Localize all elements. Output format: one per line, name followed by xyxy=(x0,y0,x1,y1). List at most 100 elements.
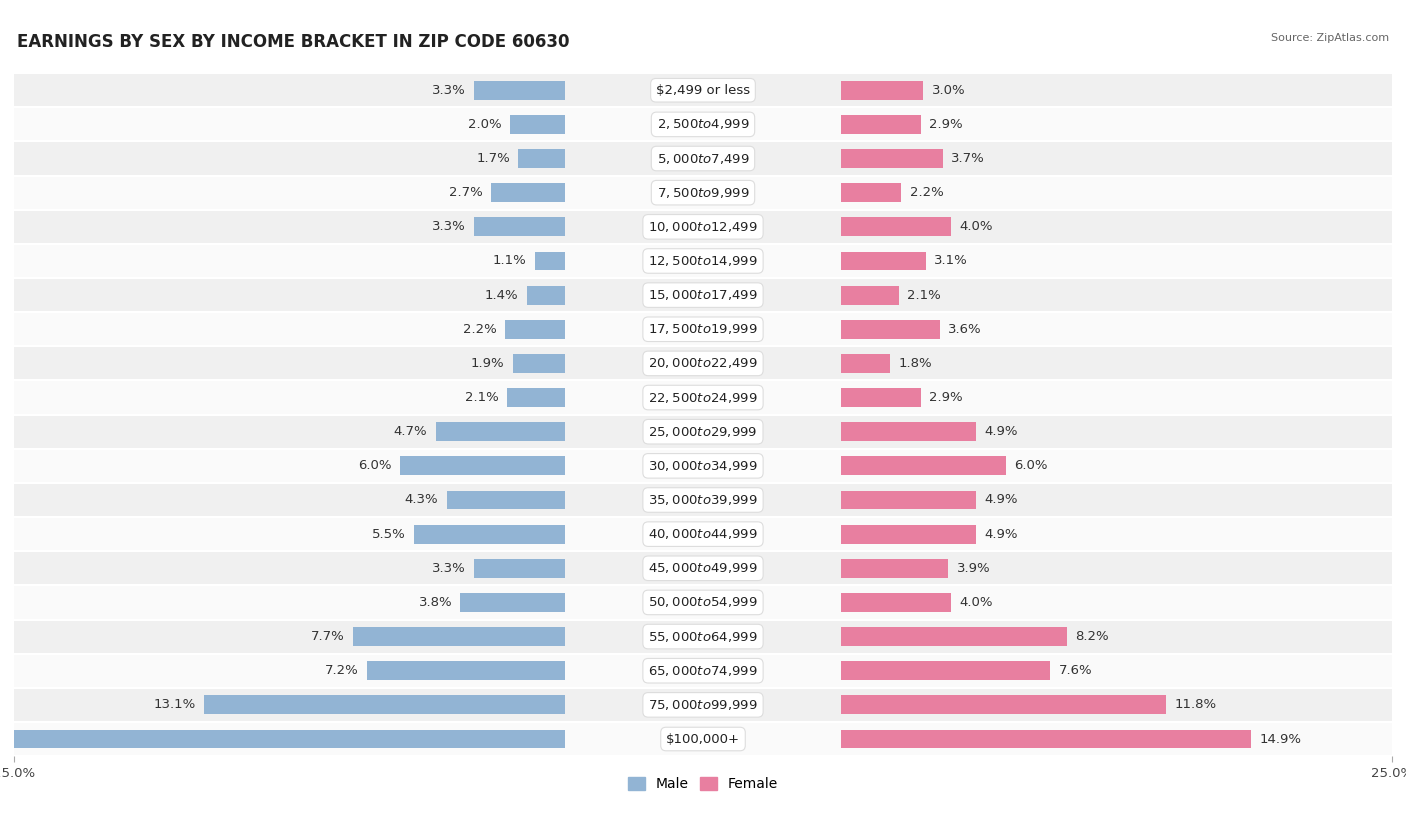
Bar xyxy=(519,149,565,168)
Bar xyxy=(14,654,1392,688)
Text: $7,500 to $9,999: $7,500 to $9,999 xyxy=(657,185,749,200)
Text: 4.9%: 4.9% xyxy=(984,528,1018,541)
Text: $20,000 to $22,499: $20,000 to $22,499 xyxy=(648,356,758,371)
Text: $2,500 to $4,999: $2,500 to $4,999 xyxy=(657,117,749,132)
Bar xyxy=(841,661,1050,680)
Bar xyxy=(534,251,565,271)
Text: $65,000 to $74,999: $65,000 to $74,999 xyxy=(648,663,758,678)
Bar xyxy=(505,320,565,339)
Bar xyxy=(413,524,565,544)
Text: 2.1%: 2.1% xyxy=(465,391,499,404)
Bar xyxy=(841,490,976,510)
Text: 2.7%: 2.7% xyxy=(449,186,482,199)
Bar xyxy=(14,620,1392,654)
Text: 3.8%: 3.8% xyxy=(419,596,453,609)
Text: $35,000 to $39,999: $35,000 to $39,999 xyxy=(648,493,758,507)
Text: 4.0%: 4.0% xyxy=(959,220,993,233)
Text: 2.2%: 2.2% xyxy=(463,323,496,336)
Text: 2.9%: 2.9% xyxy=(929,118,963,131)
Bar xyxy=(841,80,924,100)
Bar xyxy=(841,559,948,578)
Text: 4.7%: 4.7% xyxy=(394,425,427,438)
Text: 2.2%: 2.2% xyxy=(910,186,943,199)
Text: $17,500 to $19,999: $17,500 to $19,999 xyxy=(648,322,758,337)
Bar xyxy=(204,695,565,715)
Bar xyxy=(491,183,565,202)
Bar xyxy=(841,217,950,237)
Bar xyxy=(14,380,1392,415)
Bar xyxy=(841,729,1251,749)
Text: 13.1%: 13.1% xyxy=(153,698,195,711)
Text: 11.8%: 11.8% xyxy=(1174,698,1216,711)
Text: $55,000 to $64,999: $55,000 to $64,999 xyxy=(648,629,758,644)
Text: $22,500 to $24,999: $22,500 to $24,999 xyxy=(648,390,758,405)
Bar xyxy=(14,346,1392,380)
Text: 6.0%: 6.0% xyxy=(359,459,392,472)
Text: $15,000 to $17,499: $15,000 to $17,499 xyxy=(648,288,758,302)
Bar xyxy=(14,551,1392,585)
Bar xyxy=(399,456,565,476)
Bar xyxy=(841,422,976,441)
Bar xyxy=(14,278,1392,312)
Bar xyxy=(841,388,921,407)
Text: 3.3%: 3.3% xyxy=(432,84,465,97)
Text: $2,499 or less: $2,499 or less xyxy=(657,84,749,97)
Text: 7.7%: 7.7% xyxy=(311,630,344,643)
Text: 4.3%: 4.3% xyxy=(405,493,439,506)
Bar xyxy=(461,593,565,612)
Bar xyxy=(14,107,1392,141)
Bar xyxy=(353,627,565,646)
Text: 6.0%: 6.0% xyxy=(1014,459,1047,472)
Legend: Male, Female: Male, Female xyxy=(623,772,783,797)
Text: 3.0%: 3.0% xyxy=(932,84,966,97)
Bar xyxy=(841,149,943,168)
Text: $5,000 to $7,499: $5,000 to $7,499 xyxy=(657,151,749,166)
Text: 4.9%: 4.9% xyxy=(984,425,1018,438)
Bar xyxy=(513,354,565,373)
Text: 2.1%: 2.1% xyxy=(907,289,941,302)
Bar xyxy=(14,517,1392,551)
Bar xyxy=(14,483,1392,517)
Bar xyxy=(841,627,1067,646)
Text: 4.9%: 4.9% xyxy=(984,493,1018,506)
Text: 1.8%: 1.8% xyxy=(898,357,932,370)
Bar xyxy=(841,183,901,202)
Text: 1.7%: 1.7% xyxy=(477,152,510,165)
Text: 3.6%: 3.6% xyxy=(948,323,981,336)
Text: 8.2%: 8.2% xyxy=(1076,630,1109,643)
Text: 3.3%: 3.3% xyxy=(432,220,465,233)
Bar xyxy=(14,722,1392,756)
Text: $40,000 to $44,999: $40,000 to $44,999 xyxy=(648,527,758,541)
Bar xyxy=(841,251,927,271)
Text: 1.1%: 1.1% xyxy=(494,254,527,267)
Text: $25,000 to $29,999: $25,000 to $29,999 xyxy=(648,424,758,439)
Text: $45,000 to $49,999: $45,000 to $49,999 xyxy=(648,561,758,576)
Text: 1.9%: 1.9% xyxy=(471,357,505,370)
Bar xyxy=(508,388,565,407)
Bar xyxy=(841,593,950,612)
Text: 2.9%: 2.9% xyxy=(929,391,963,404)
Text: 1.4%: 1.4% xyxy=(485,289,519,302)
Bar xyxy=(510,115,565,134)
Bar xyxy=(447,490,565,510)
Bar xyxy=(14,210,1392,244)
Bar xyxy=(527,285,565,305)
Text: 3.1%: 3.1% xyxy=(935,254,969,267)
Bar xyxy=(0,729,565,749)
Text: $12,500 to $14,999: $12,500 to $14,999 xyxy=(648,254,758,268)
Text: $30,000 to $34,999: $30,000 to $34,999 xyxy=(648,459,758,473)
Bar xyxy=(14,244,1392,278)
Bar xyxy=(474,217,565,237)
Bar xyxy=(14,415,1392,449)
Text: 7.2%: 7.2% xyxy=(325,664,359,677)
Bar xyxy=(841,115,921,134)
Bar xyxy=(841,354,890,373)
Text: $10,000 to $12,499: $10,000 to $12,499 xyxy=(648,220,758,234)
Bar xyxy=(14,585,1392,620)
Bar xyxy=(14,141,1392,176)
Text: 14.9%: 14.9% xyxy=(1260,733,1302,746)
Text: $75,000 to $99,999: $75,000 to $99,999 xyxy=(648,698,758,712)
Bar xyxy=(14,312,1392,346)
Bar xyxy=(474,80,565,100)
Text: 3.3%: 3.3% xyxy=(432,562,465,575)
